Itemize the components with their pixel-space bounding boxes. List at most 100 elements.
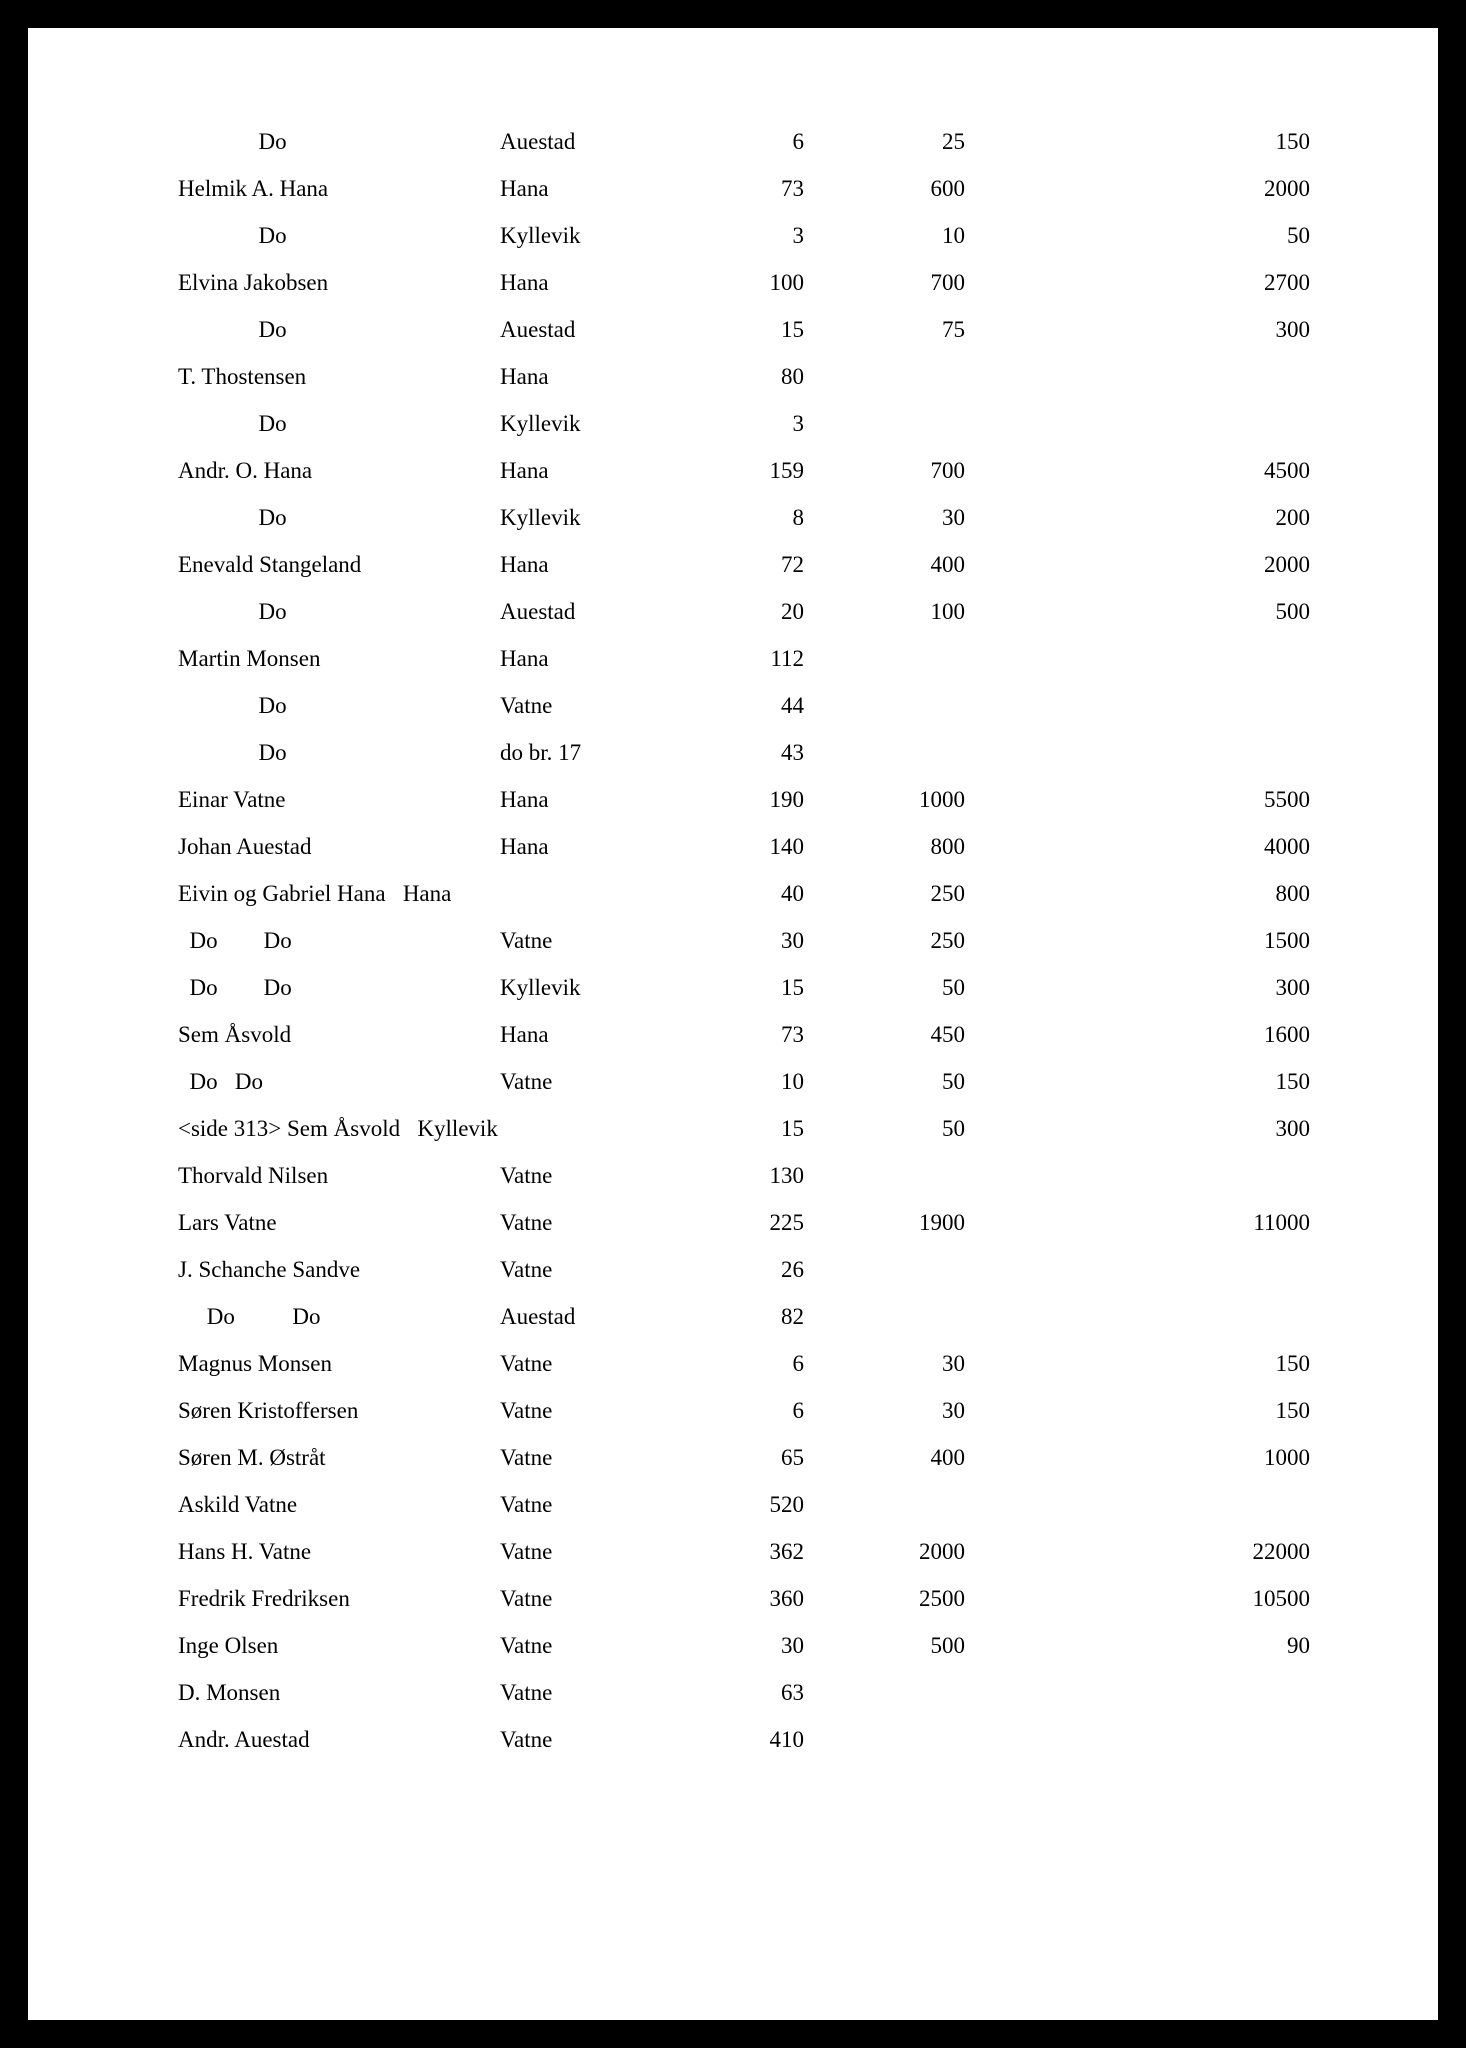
cell-place: Vatne <box>500 1340 684 1387</box>
cell-v2: 500 <box>822 1622 983 1669</box>
table-row: Sem ÅsvoldHana734501600 <box>178 1011 1328 1058</box>
cell-v2: 700 <box>822 259 983 306</box>
cell-v2: 30 <box>822 1340 983 1387</box>
table-row: J. Schanche SandveVatne26 <box>178 1246 1328 1293</box>
table-row: Magnus MonsenVatne630150 <box>178 1340 1328 1387</box>
cell-v2 <box>822 400 983 447</box>
cell-v2: 100 <box>822 588 983 635</box>
cell-v1: 362 <box>684 1528 822 1575</box>
cell-v1: 20 <box>684 588 822 635</box>
cell-place: Hana <box>500 635 684 682</box>
cell-v2: 30 <box>822 1387 983 1434</box>
cell-place: Auestad <box>500 588 684 635</box>
cell-v3 <box>983 1293 1328 1340</box>
cell-name: Magnus Monsen <box>178 1340 500 1387</box>
cell-place: Kyllevik <box>500 494 684 541</box>
cell-v2: 30 <box>822 494 983 541</box>
cell-v2: 250 <box>822 870 983 917</box>
cell-place <box>500 870 684 917</box>
table-row: Eivin og Gabriel Hana Hana 40250800 <box>178 870 1328 917</box>
cell-place: Hana <box>500 776 684 823</box>
cell-v2: 50 <box>822 1105 983 1152</box>
cell-v2 <box>822 729 983 776</box>
table-row: Johan AuestadHana1408004000 <box>178 823 1328 870</box>
cell-v1: 6 <box>684 1340 822 1387</box>
cell-v3: 11000 <box>983 1199 1328 1246</box>
cell-v3: 150 <box>983 118 1328 165</box>
cell-place: Auestad <box>500 1293 684 1340</box>
table-row: Fredrik FredriksenVatne360250010500 <box>178 1575 1328 1622</box>
cell-name: Eivin og Gabriel Hana Hana <box>178 870 500 917</box>
cell-v3 <box>983 1481 1328 1528</box>
cell-name: Martin Monsen <box>178 635 500 682</box>
cell-v3: 150 <box>983 1387 1328 1434</box>
cell-name: Andr. Auestad <box>178 1716 500 1763</box>
cell-v1: 72 <box>684 541 822 588</box>
cell-name: Inge Olsen <box>178 1622 500 1669</box>
cell-v2: 400 <box>822 541 983 588</box>
cell-place: Vatne <box>500 1622 684 1669</box>
cell-v1: 6 <box>684 118 822 165</box>
cell-v3: 4000 <box>983 823 1328 870</box>
cell-v3: 2000 <box>983 165 1328 212</box>
cell-place: Hana <box>500 259 684 306</box>
table-row: Thorvald NilsenVatne130 <box>178 1152 1328 1199</box>
cell-v1: 159 <box>684 447 822 494</box>
cell-v1: 43 <box>684 729 822 776</box>
cell-v3 <box>983 1669 1328 1716</box>
cell-v3 <box>983 400 1328 447</box>
ledger-table: DoAuestad625150Helmik A. HanaHana7360020… <box>178 118 1328 1763</box>
cell-place: Hana <box>500 165 684 212</box>
cell-name: T. Thostensen <box>178 353 500 400</box>
table-row: Søren KristoffersenVatne630150 <box>178 1387 1328 1434</box>
cell-v2: 800 <box>822 823 983 870</box>
cell-place: Kyllevik <box>500 212 684 259</box>
cell-place: Auestad <box>500 118 684 165</box>
table-row: Søren M. ØstråtVatne654001000 <box>178 1434 1328 1481</box>
cell-v1: 225 <box>684 1199 822 1246</box>
cell-v1: 30 <box>684 1622 822 1669</box>
cell-name: Sem Åsvold <box>178 1011 500 1058</box>
cell-name: Johan Auestad <box>178 823 500 870</box>
cell-name: J. Schanche Sandve <box>178 1246 500 1293</box>
cell-v1: 73 <box>684 165 822 212</box>
cell-v3: 10500 <box>983 1575 1328 1622</box>
cell-v1: 140 <box>684 823 822 870</box>
cell-v3: 1500 <box>983 917 1328 964</box>
table-row: DoAuestad625150 <box>178 118 1328 165</box>
cell-v1: 44 <box>684 682 822 729</box>
table-row: DoKyllevik31050 <box>178 212 1328 259</box>
cell-v2 <box>822 1481 983 1528</box>
cell-name: Enevald Stangeland <box>178 541 500 588</box>
cell-place: Vatne <box>500 917 684 964</box>
cell-v2: 450 <box>822 1011 983 1058</box>
cell-v1: 112 <box>684 635 822 682</box>
cell-name: Do <box>178 306 500 353</box>
cell-place: Vatne <box>500 1246 684 1293</box>
cell-v1: 360 <box>684 1575 822 1622</box>
cell-v3: 50 <box>983 212 1328 259</box>
cell-place: Kyllevik <box>500 964 684 1011</box>
cell-v3: 22000 <box>983 1528 1328 1575</box>
cell-place <box>500 1105 684 1152</box>
cell-v2 <box>822 1152 983 1199</box>
cell-v2: 700 <box>822 447 983 494</box>
cell-v3: 4500 <box>983 447 1328 494</box>
cell-name: Thorvald Nilsen <box>178 1152 500 1199</box>
cell-v2 <box>822 353 983 400</box>
cell-name: Fredrik Fredriksen <box>178 1575 500 1622</box>
cell-v1: 40 <box>684 870 822 917</box>
cell-place: Hana <box>500 823 684 870</box>
cell-v3: 5500 <box>983 776 1328 823</box>
cell-v3: 800 <box>983 870 1328 917</box>
cell-place: Kyllevik <box>500 400 684 447</box>
cell-v3: 150 <box>983 1058 1328 1105</box>
table-row: Helmik A. HanaHana736002000 <box>178 165 1328 212</box>
cell-name: Søren M. Østråt <box>178 1434 500 1481</box>
cell-name: Hans H. Vatne <box>178 1528 500 1575</box>
cell-v1: 30 <box>684 917 822 964</box>
cell-v1: 26 <box>684 1246 822 1293</box>
cell-v2: 2000 <box>822 1528 983 1575</box>
cell-place: Vatne <box>500 1434 684 1481</box>
cell-name: Einar Vatne <box>178 776 500 823</box>
